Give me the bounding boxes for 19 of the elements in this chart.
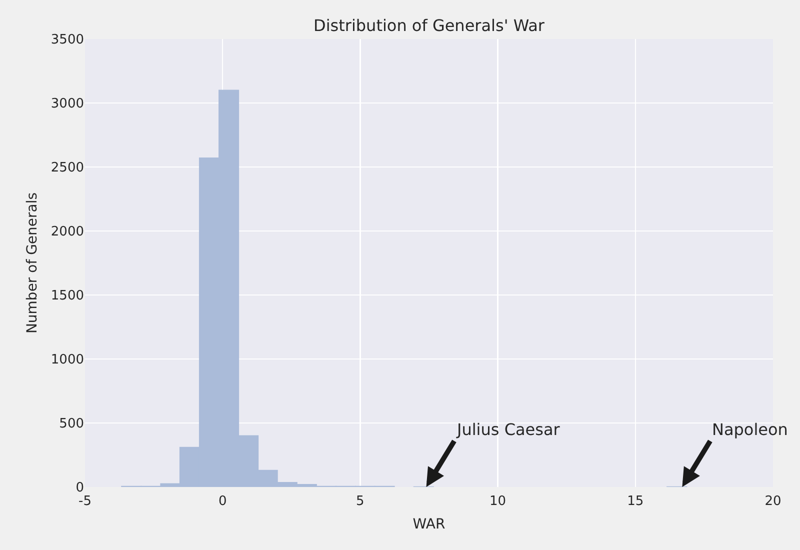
x-tick-label: -5: [78, 494, 92, 509]
y-tick-label: 2500: [50, 160, 84, 176]
y-tick-label: 500: [59, 416, 84, 432]
y-tick-label: 1000: [50, 352, 84, 368]
x-tick-label: 20: [764, 494, 782, 509]
annotation: Napoleon: [712, 420, 788, 439]
x-tick-label: 10: [490, 494, 506, 509]
y-tick-label: 1500: [50, 288, 84, 304]
chart-title: Distribution of Generals' War: [314, 16, 545, 35]
x-tick-label: 0: [218, 494, 227, 509]
x-tick-label: 15: [627, 494, 644, 509]
y-tick-label: 3500: [50, 32, 84, 48]
annotation: Julius Caesar: [456, 420, 560, 439]
y-tick-label: 0: [76, 480, 84, 496]
x-tick-label: 5: [356, 494, 364, 509]
y-tick-label: 3000: [50, 96, 84, 112]
y-axis-title: Number of Generals: [24, 192, 41, 334]
y-tick-label: 2000: [50, 224, 84, 240]
x-axis-title: WAR: [412, 516, 446, 532]
